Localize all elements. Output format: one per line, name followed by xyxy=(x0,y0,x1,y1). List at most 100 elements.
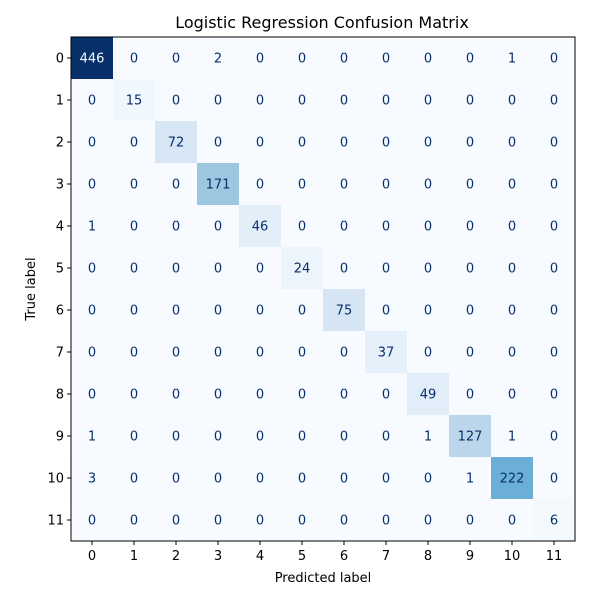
cell-value-7-11: 0 xyxy=(550,346,558,361)
cell-value-7-9: 0 xyxy=(466,346,474,361)
cell-value-11-11: 6 xyxy=(550,514,558,529)
y-tick-label-5: 5 xyxy=(56,262,64,277)
heatmap-cell-0-5 xyxy=(281,37,324,80)
cell-value-10-7: 0 xyxy=(382,472,390,487)
chart-title: Logistic Regression Confusion Matrix xyxy=(175,13,469,32)
heatmap-cell-6-4 xyxy=(239,289,282,332)
heatmap-cell-1-9 xyxy=(449,79,492,122)
cell-value-1-4: 0 xyxy=(256,94,264,109)
cell-value-11-7: 0 xyxy=(382,514,390,529)
cell-value-11-8: 0 xyxy=(424,514,432,529)
cell-value-1-11: 0 xyxy=(550,94,558,109)
cell-value-11-9: 0 xyxy=(466,514,474,529)
heatmap-cell-11-5 xyxy=(281,499,324,542)
cell-value-11-10: 0 xyxy=(508,514,516,529)
cell-value-1-9: 0 xyxy=(466,94,474,109)
heatmap-cell-6-7 xyxy=(365,289,408,332)
cell-value-11-0: 0 xyxy=(88,514,96,529)
heatmap-cell-8-3 xyxy=(197,373,240,416)
cell-value-1-5: 0 xyxy=(298,94,306,109)
cell-value-6-3: 0 xyxy=(214,304,222,319)
y-tick-label-2: 2 xyxy=(56,136,64,151)
cell-value-10-3: 0 xyxy=(214,472,222,487)
heatmap-cell-4-4 xyxy=(239,205,282,248)
cell-value-7-3: 0 xyxy=(214,346,222,361)
cell-value-8-4: 0 xyxy=(256,388,264,403)
x-tick-label-3: 3 xyxy=(214,549,222,564)
heatmap-cell-4-1 xyxy=(113,205,156,248)
heatmap-cell-9-8 xyxy=(407,415,450,458)
heatmap-cell-3-5 xyxy=(281,163,324,206)
x-tick-label-2: 2 xyxy=(172,549,180,564)
heatmap-cell-10-6 xyxy=(323,457,366,500)
cell-value-1-6: 0 xyxy=(340,94,348,109)
cell-value-2-6: 0 xyxy=(340,136,348,151)
cell-value-0-0: 446 xyxy=(80,52,105,67)
heatmap-cell-10-3 xyxy=(197,457,240,500)
heatmap-cell-9-5 xyxy=(281,415,324,458)
heatmap-cell-1-2 xyxy=(155,79,198,122)
cell-value-5-7: 0 xyxy=(382,262,390,277)
heatmap-cells xyxy=(71,37,576,542)
cell-value-10-10: 222 xyxy=(500,472,525,487)
heatmap-cell-7-4 xyxy=(239,331,282,374)
cell-value-2-1: 0 xyxy=(130,136,138,151)
heatmap-cell-3-4 xyxy=(239,163,282,206)
cell-value-6-6: 75 xyxy=(336,304,353,319)
heatmap-cell-8-1 xyxy=(113,373,156,416)
cell-value-3-7: 0 xyxy=(382,178,390,193)
cell-value-10-8: 0 xyxy=(424,472,432,487)
x-tick-label-5: 5 xyxy=(298,549,306,564)
heatmap-cell-10-8 xyxy=(407,457,450,500)
y-tick-label-10: 10 xyxy=(47,472,64,487)
heatmap-cell-2-9 xyxy=(449,121,492,164)
cell-value-3-0: 0 xyxy=(88,178,96,193)
cell-value-6-10: 0 xyxy=(508,304,516,319)
cell-value-2-3: 0 xyxy=(214,136,222,151)
y-tick-label-1: 1 xyxy=(56,94,64,109)
heatmap-cell-1-3 xyxy=(197,79,240,122)
heatmap-cell-1-6 xyxy=(323,79,366,122)
heatmap-cell-9-11 xyxy=(533,415,576,458)
heatmap-cell-2-5 xyxy=(281,121,324,164)
cell-value-5-9: 0 xyxy=(466,262,474,277)
cell-value-5-1: 0 xyxy=(130,262,138,277)
heatmap-cell-6-1 xyxy=(113,289,156,332)
cell-value-1-3: 0 xyxy=(214,94,222,109)
cell-annotations: 446 0 0 2 0 0 0 0 0 0 1 0 0 15 0 0 0 0 0 0 0 0 0 0 0 0 72 0 0 0 0 0 0 0 0 0… xyxy=(80,52,559,529)
heatmap-cell-2-3 xyxy=(197,121,240,164)
heatmap-cell-0-10 xyxy=(491,37,534,80)
heatmap-cell-8-5 xyxy=(281,373,324,416)
heatmap-cell-5-10 xyxy=(491,247,534,290)
heatmap-cell-7-1 xyxy=(113,331,156,374)
cell-value-2-8: 0 xyxy=(424,136,432,151)
heatmap-cell-7-11 xyxy=(533,331,576,374)
cell-value-5-6: 0 xyxy=(340,262,348,277)
heatmap-cell-4-11 xyxy=(533,205,576,248)
y-tick-label-3: 3 xyxy=(56,178,64,193)
cell-value-3-10: 0 xyxy=(508,178,516,193)
cell-value-4-2: 0 xyxy=(172,220,180,235)
cell-value-5-4: 0 xyxy=(256,262,264,277)
cell-value-0-7: 0 xyxy=(382,52,390,67)
cell-value-7-5: 0 xyxy=(298,346,306,361)
heatmap-cell-10-2 xyxy=(155,457,198,500)
heatmap-cell-9-7 xyxy=(365,415,408,458)
cell-value-7-8: 0 xyxy=(424,346,432,361)
cell-value-4-3: 0 xyxy=(214,220,222,235)
heatmap-cell-9-6 xyxy=(323,415,366,458)
cell-value-7-7: 37 xyxy=(378,346,395,361)
heatmap-cell-0-1 xyxy=(113,37,156,80)
cell-value-2-4: 0 xyxy=(256,136,264,151)
cell-value-8-0: 0 xyxy=(88,388,96,403)
heatmap-cell-5-0 xyxy=(71,247,114,290)
cell-value-0-10: 1 xyxy=(508,52,516,67)
heatmap-cell-0-9 xyxy=(449,37,492,80)
cell-value-4-9: 0 xyxy=(466,220,474,235)
cell-value-10-6: 0 xyxy=(340,472,348,487)
cell-value-4-6: 0 xyxy=(340,220,348,235)
cell-value-0-5: 0 xyxy=(298,52,306,67)
x-tick-label-7: 7 xyxy=(382,549,390,564)
heatmap-cell-6-0 xyxy=(71,289,114,332)
cell-value-8-6: 0 xyxy=(340,388,348,403)
